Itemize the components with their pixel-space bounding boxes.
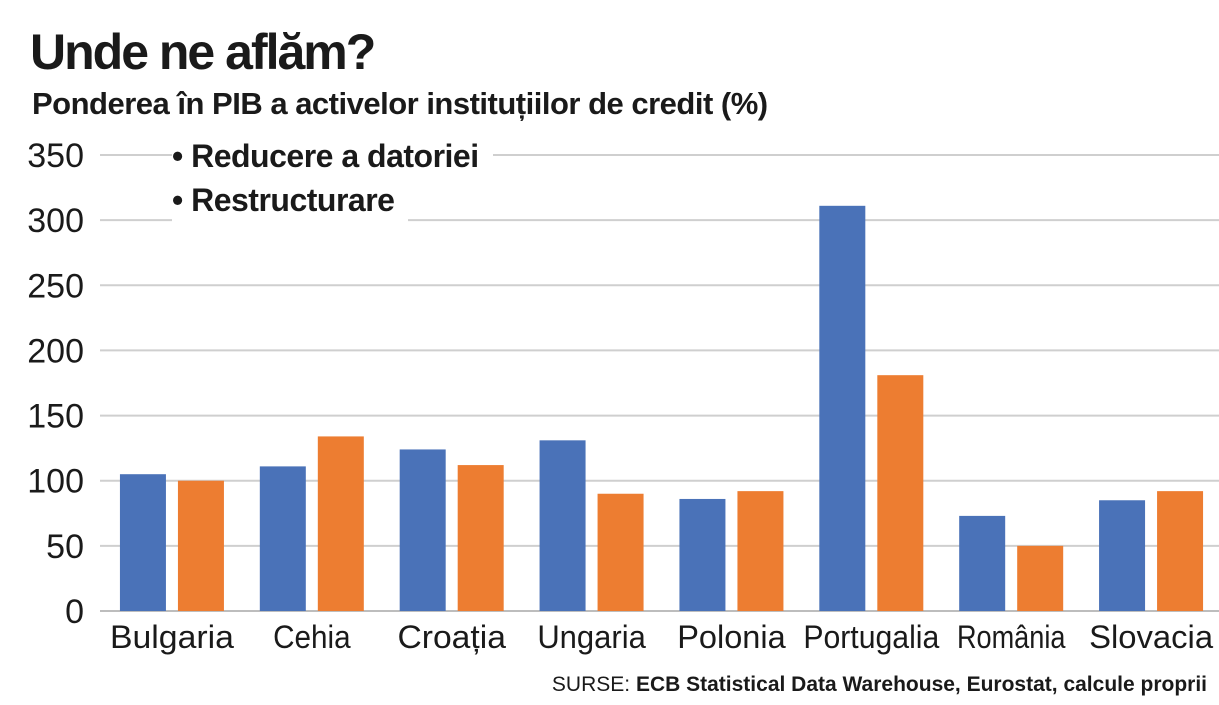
bar-series2-0 <box>177 480 224 611</box>
bar-series2-2 <box>457 465 504 611</box>
y-tick-label: 250 <box>27 267 84 305</box>
bar-series1-0 <box>119 474 166 611</box>
y-tick-label: 350 <box>27 137 84 175</box>
x-axis-ticks: Bulgaria Cehia Croația Ungaria Polonia Portug… <box>110 619 1213 655</box>
y-tick-label: 150 <box>27 398 84 436</box>
source-text: ECB Statistical Data Warehouse, Eurostat… <box>635 673 1207 696</box>
bar-series1-3 <box>539 440 586 611</box>
y-axis-ticks: 0 50 100 150 200 250 300 350 <box>27 137 84 631</box>
bar-series1-5 <box>819 205 866 611</box>
x-tick-label: Cehia <box>273 619 351 655</box>
bar-series1-7 <box>1099 500 1146 611</box>
x-tick-label: Bulgaria <box>110 619 234 655</box>
y-tick-label: 50 <box>46 528 84 566</box>
chart-subtitle: Ponderea în PIB a activelor instituțiilo… <box>32 86 768 121</box>
bar-series1-4 <box>679 498 726 611</box>
bar-series2-6 <box>1017 545 1064 611</box>
y-tick-label: 100 <box>27 463 84 501</box>
x-tick-label: Portugalia <box>803 619 939 655</box>
annotation-reducere: • Reducere a datoriei <box>172 134 493 178</box>
annotation-restructurare: • Restructurare <box>172 178 409 222</box>
x-tick-label: Croația <box>397 619 506 655</box>
y-tick-label: 300 <box>27 202 84 240</box>
bar-series2-5 <box>877 375 924 611</box>
bars <box>119 205 1204 611</box>
bar-series1-2 <box>399 449 446 611</box>
x-tick-label: România <box>957 619 1066 655</box>
bar-series2-4 <box>737 491 784 611</box>
bar-series1-6 <box>959 515 1006 611</box>
x-tick-label: Ungaria <box>537 619 646 655</box>
y-tick-label: 200 <box>27 332 84 370</box>
bar-series2-3 <box>597 493 644 611</box>
bar-series1-1 <box>259 466 306 611</box>
source-prefix: SURSE: <box>551 673 636 696</box>
source-note: SURSE: ECB Statistical Data Warehouse, E… <box>552 672 1207 698</box>
x-tick-label: Slovacia <box>1089 619 1213 655</box>
bar-series2-1 <box>317 436 364 611</box>
y-tick-label: 0 <box>65 593 84 631</box>
bar-series2-7 <box>1157 491 1204 611</box>
x-tick-label: Polonia <box>677 619 786 655</box>
chart-title: Unde ne aflăm? <box>30 24 376 80</box>
